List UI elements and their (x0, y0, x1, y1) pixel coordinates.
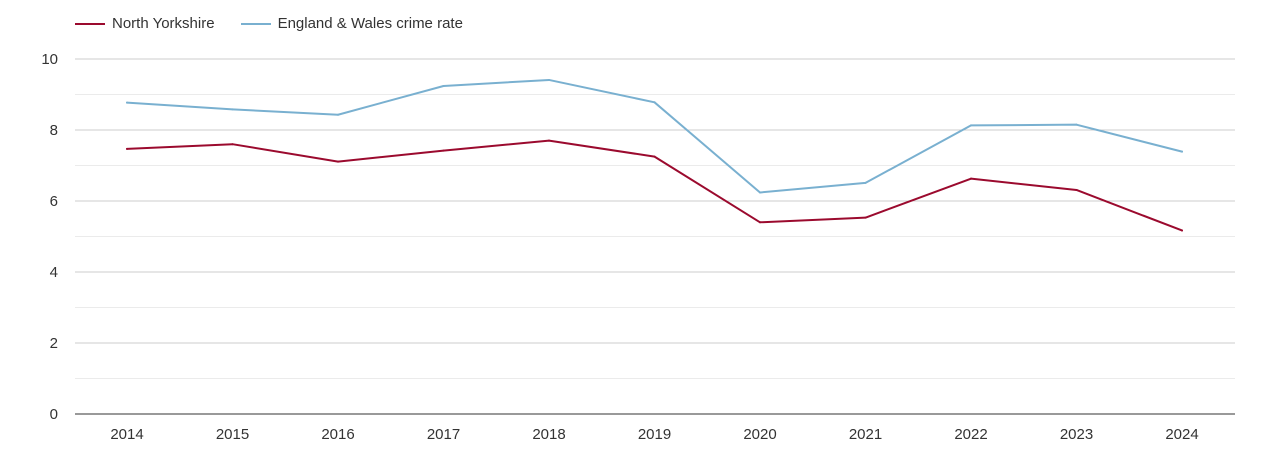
data-point-england-wales-crime-rate (337, 113, 339, 116)
x-tick-label: 2018 (532, 426, 565, 443)
x-tick-label: 2020 (743, 426, 776, 443)
legend-label-north-yorkshire: North Yorkshire (112, 15, 215, 32)
y-tick-label: 2 (50, 335, 58, 352)
series-north-yorkshire (126, 139, 1183, 232)
x-axis-labels: 2014 2015 2016 2017 2018 2019 2020 2021 2022 2023… (110, 426, 1198, 443)
legend-swatch-england-wales (240, 22, 271, 25)
y-tick-label: 6 (50, 193, 58, 210)
x-tick-label: 2017 (427, 426, 460, 443)
data-point-north-yorkshire (970, 177, 972, 180)
x-tick-label: 2015 (216, 426, 249, 443)
y-tick-label: 4 (50, 264, 58, 281)
data-point-north-yorkshire (653, 155, 656, 158)
data-point-england-wales-crime-rate (548, 78, 550, 81)
legend-swatch-north-yorkshire (75, 22, 105, 25)
x-tick-label: 2016 (321, 426, 354, 443)
data-point-north-yorkshire (1181, 229, 1183, 232)
x-tick-label: 2023 (1060, 426, 1093, 443)
x-tick-label: 2014 (110, 426, 143, 443)
data-point-north-yorkshire (1075, 188, 1078, 191)
data-point-england-wales-crime-rate (126, 101, 128, 104)
data-point-north-yorkshire (864, 216, 867, 219)
y-tick-label: 8 (50, 122, 58, 139)
data-point-england-wales-crime-rate (442, 84, 445, 87)
data-point-england-wales-crime-rate (231, 108, 234, 111)
gridlines (75, 58, 1235, 379)
data-point-north-yorkshire (548, 139, 550, 142)
y-axis-labels: 0 2 4 6 8 10 (41, 51, 58, 423)
legend-item-england-wales[interactable]: England & Wales crime rate (240, 15, 463, 32)
data-point-england-wales-crime-rate (653, 101, 656, 104)
data-point-north-yorkshire (231, 143, 234, 146)
series-line-england-wales-crime-rate[interactable] (126, 78, 1183, 194)
data-point-england-wales-crime-rate (1181, 150, 1183, 153)
data-point-england-wales-crime-rate (864, 181, 867, 184)
chart-legend: North Yorkshire England & Wales crime ra… (75, 15, 489, 32)
data-point-north-yorkshire (126, 147, 128, 150)
series-line-north-yorkshire[interactable] (126, 139, 1183, 232)
series-england-wales-crime-rate (126, 78, 1183, 194)
x-tick-label: 2019 (638, 426, 671, 443)
y-tick-label: 0 (50, 406, 58, 423)
data-point-england-wales-crime-rate (1075, 123, 1078, 126)
legend-item-north-yorkshire[interactable]: North Yorkshire (75, 15, 215, 32)
legend-label-england-wales: England & Wales crime rate (277, 15, 463, 32)
data-point-north-yorkshire (759, 221, 761, 224)
x-tick-label: 2022 (954, 426, 987, 443)
data-point-north-yorkshire (442, 149, 445, 152)
x-tick-label: 2021 (849, 426, 882, 443)
data-point-england-wales-crime-rate (970, 124, 972, 127)
y-tick-label: 10 (41, 51, 58, 68)
data-point-england-wales-crime-rate (759, 191, 761, 194)
data-point-north-yorkshire (337, 160, 339, 163)
x-tick-label: 2024 (1165, 426, 1198, 443)
